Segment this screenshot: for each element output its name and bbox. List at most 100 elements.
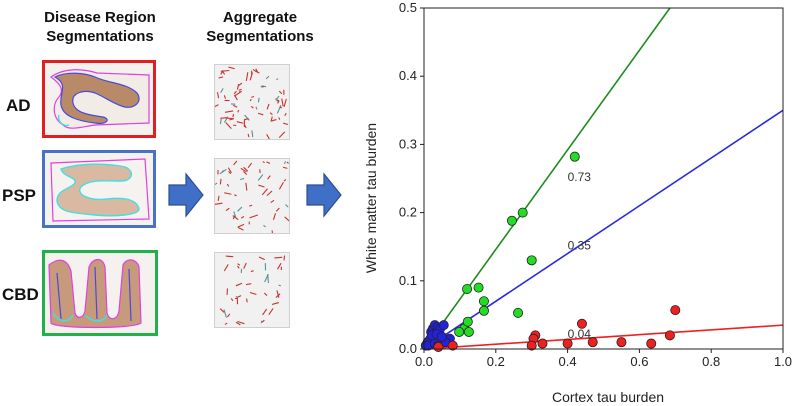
- data-point-cbd: [664, 330, 675, 341]
- aggregate-mark: [244, 118, 249, 121]
- aggregate-mark: [249, 291, 257, 296]
- aggregate-mark: [217, 195, 220, 201]
- data-point-cbd: [433, 341, 444, 352]
- aggregate-mark: [279, 106, 283, 109]
- aggregate-mark: [261, 188, 268, 196]
- data-point-ad: [462, 283, 473, 294]
- aggregate-mark: [247, 133, 250, 138]
- aggregate-mark: [257, 112, 264, 116]
- aggregate-mark: [227, 167, 232, 174]
- aggregate-mark: [284, 216, 292, 223]
- y-tick-label: 0.2: [399, 205, 417, 220]
- data-point-ad: [513, 307, 524, 318]
- aggregate-mark: [260, 320, 263, 324]
- x-tick-label: 0.0: [415, 354, 433, 369]
- psp-aggregate-segmentation: [213, 158, 292, 234]
- aggregate-mark: [237, 320, 245, 325]
- aggregate-mark: [223, 95, 227, 99]
- tau-burden-scatter-chart: Cortex tau burden White matter tau burde…: [363, 0, 792, 405]
- aggregate-mark: [247, 162, 253, 169]
- ad-tissue-segmentation: [42, 60, 156, 138]
- data-point-cbd: [526, 340, 537, 351]
- aggregate-mark: [249, 98, 252, 102]
- data-point-cbd: [562, 338, 573, 349]
- aggregate-mark: [285, 204, 289, 208]
- y-tick-label: 0.4: [399, 68, 417, 83]
- aggregate-mark: [222, 71, 226, 75]
- data-point-psp: [438, 320, 449, 331]
- aggregate-mark: [223, 309, 227, 318]
- aggregate-mark: [276, 104, 282, 114]
- aggregate-mark: [267, 274, 269, 284]
- cbd-aggregate-segmentation: [214, 252, 290, 328]
- y-tick-label: 0.3: [399, 136, 417, 151]
- data-point-ad: [478, 296, 489, 307]
- ad-aggregate-segmentation: [211, 64, 290, 141]
- row-label-ad: AD: [6, 96, 31, 115]
- aggregate-mark: [224, 116, 229, 123]
- aggregate-mark: [274, 256, 283, 259]
- aggregate-mark: [275, 207, 280, 212]
- aggregate-mark: [282, 166, 288, 169]
- data-point-cbd: [537, 338, 548, 349]
- aggregate-mark: [225, 207, 230, 212]
- aggregate-mark: [275, 95, 280, 101]
- aggregate-mark: [262, 308, 268, 316]
- data-point-psp: [436, 331, 447, 342]
- aggregate-mark: [283, 122, 289, 126]
- aggregate-mark: [258, 256, 265, 261]
- cbd-tissue-segmentation: [42, 250, 158, 336]
- plot-frame: [423, 7, 784, 350]
- aggregate-mark: [228, 171, 232, 175]
- aggregate-mark: [286, 161, 289, 164]
- aggregate-mark: [219, 178, 222, 185]
- aggregate-mark: [224, 110, 234, 113]
- aggregate-mark: [225, 117, 234, 120]
- aggregate-header-line2: Segmentations: [206, 28, 314, 45]
- aggregate-mark: [243, 171, 248, 176]
- aggregate-mark: [251, 130, 254, 138]
- data-point-ad: [463, 326, 474, 337]
- aggregate-mark: [245, 182, 248, 191]
- aggregate-mark: [244, 114, 250, 121]
- x-tick-label: 0.4: [559, 354, 577, 369]
- aggregate-mark: [224, 192, 232, 195]
- aggregate-mark: [228, 66, 235, 70]
- data-point-ad: [462, 316, 473, 327]
- aggregate-mark: [283, 161, 287, 165]
- y-tick-label: 0.1: [399, 273, 417, 288]
- cbd-tissue-image: [48, 258, 142, 329]
- aggregate-mark: [278, 131, 286, 138]
- data-point-cbd: [587, 337, 598, 348]
- slope-label-ad: 0.73: [568, 170, 592, 184]
- aggregate-mark: [270, 199, 275, 204]
- aggregate-header: Aggregate Segmentations: [196, 8, 324, 46]
- aggregate-mark: [283, 179, 287, 182]
- aggregate-mark: [261, 319, 265, 323]
- aggregate-mark: [278, 90, 283, 95]
- aggregate-mark: [220, 88, 224, 93]
- aggregate-mark: [224, 322, 228, 325]
- aggregate-mark: [236, 265, 240, 269]
- aggregate-mark: [216, 92, 220, 99]
- aggregate-mark: [238, 82, 243, 87]
- aggregate-mark: [243, 166, 249, 172]
- aggregate-mark: [225, 122, 232, 130]
- aggregate-mark: [220, 70, 224, 75]
- aggregate-mark: [243, 262, 247, 269]
- aggregate-mark: [246, 298, 248, 303]
- aggregate-mark: [254, 70, 260, 74]
- aggregate-mark: [266, 103, 270, 110]
- cbd-aggregate-image: [219, 255, 286, 326]
- aggregate-mark: [238, 88, 242, 91]
- disease-header-line2: Segmentations: [46, 28, 154, 45]
- aggregate-mark: [281, 98, 284, 107]
- aggregate-mark: [276, 290, 280, 298]
- aggregate-mark: [278, 284, 282, 287]
- y-axis-label: White matter tau burden: [363, 123, 379, 273]
- aggregate-mark: [277, 262, 282, 270]
- aggregate-mark: [255, 106, 258, 110]
- aggregate-mark: [268, 308, 274, 315]
- aggregate-mark: [257, 174, 264, 181]
- aggregate-mark: [278, 181, 284, 190]
